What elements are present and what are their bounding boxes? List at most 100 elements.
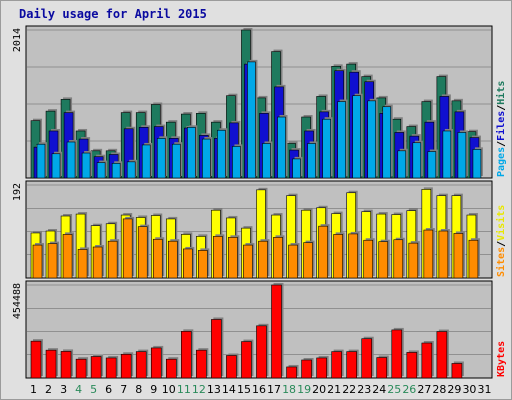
x-tick-label-day-21: 21 [327,383,341,396]
bar-pages-day-28 [442,130,452,179]
legend-item: / [496,141,507,147]
bar-pages-day-14 [232,146,241,179]
x-tick-label-day-25: 25 [387,383,401,396]
bar-kbytes-day-5 [90,356,102,379]
bar-sites-day-2 [47,243,58,279]
bar-pages-day-21 [337,101,346,179]
legend-item: Hits [495,81,507,105]
bar-kbytes-day-8 [135,351,147,379]
bar-kbytes-day-29 [451,363,463,379]
x-tick-label-day-14: 14 [222,383,236,396]
panel-pages-files-hits-ymax-label: 2014 [12,28,23,52]
bar-pages-day-10 [171,143,181,179]
x-tick-label-day-1: 1 [30,383,37,396]
legend-item: Files [495,111,507,141]
bar-sites-day-8 [137,226,148,279]
bar-sites-day-5 [92,246,103,279]
bar-kbytes-day-18 [286,366,297,379]
bar-sites-day-3 [62,234,73,279]
bar-pages-day-23 [367,100,377,179]
bar-sites-day-16 [258,240,268,279]
x-tick-label-day-23: 23 [357,383,371,396]
x-tick-label-day-29: 29 [447,383,461,396]
bar-pages-day-15 [247,61,256,179]
bar-sites-day-29 [453,233,464,279]
bar-sites-day-19 [303,242,313,279]
x-tick-label-day-19: 19 [297,383,311,396]
bar-sites-day-15 [243,244,253,279]
bar-kbytes-day-4 [75,358,87,379]
bar-kbytes-day-17 [271,284,282,379]
x-tick-label-day-22: 22 [342,383,356,396]
x-tick-label-day-31: 31 [477,383,491,396]
bar-kbytes-day-11 [181,331,192,379]
panel-visits-sites-legend: Sites/Visits [495,205,507,277]
bar-kbytes-day-22 [346,351,357,379]
x-tick-label-day-11: 11 [177,383,191,396]
legend-item: Visits [495,205,507,241]
chart-title: Daily usage for April 2015 [19,7,207,21]
x-tick-label-day-15: 15 [237,383,251,396]
x-tick-label-day-4: 4 [75,383,82,396]
bar-sites-day-30 [468,239,479,279]
x-tick-label-day-10: 10 [162,383,176,396]
x-tick-label-day-9: 9 [150,383,157,396]
legend-item: Sites [495,247,507,277]
bar-kbytes-day-27 [421,342,433,379]
bar-pages-day-5 [96,162,106,179]
bar-kbytes-day-12 [196,349,207,379]
x-tick-label-day-30: 30 [462,383,476,396]
bar-pages-day-18 [292,158,301,179]
bar-kbytes-day-3 [60,351,72,379]
bar-pages-day-27 [427,151,437,179]
x-tick-label-day-17: 17 [267,383,281,396]
bar-kbytes-day-20 [316,357,327,379]
bar-sites-day-20 [318,225,328,279]
panel-visits-sites-ymax-label: 192 [12,183,23,201]
bar-sites-day-27 [423,229,434,279]
bar-kbytes-day-2 [45,349,57,379]
bar-sites-day-17 [273,237,283,279]
x-tick-label-day-16: 16 [252,383,266,396]
bar-kbytes-day-13 [211,319,222,379]
bar-kbytes-day-14 [226,355,237,379]
bar-sites-day-6 [107,240,118,279]
x-tick-label-day-28: 28 [432,383,446,396]
bar-kbytes-day-15 [241,341,252,379]
bar-kbytes-day-7 [120,353,132,379]
x-tick-label-day-18: 18 [282,383,296,396]
bar-sites-day-23 [363,239,374,279]
x-tick-label-day-13: 13 [207,383,221,396]
bar-kbytes-day-24 [376,357,388,379]
bar-pages-day-2 [51,153,61,179]
bar-kbytes-day-21 [331,351,342,379]
bar-sites-day-28 [438,230,449,279]
bar-sites-day-13 [213,236,223,279]
bar-sites-day-4 [77,249,88,279]
x-tick-label-day-24: 24 [372,383,386,396]
bar-sites-day-10 [167,240,178,279]
panel-kbytes-legend: KBytes [496,341,507,377]
x-tick-label-day-27: 27 [417,383,431,396]
x-tick-label-day-5: 5 [90,383,97,396]
x-tick-label-day-12: 12 [192,383,206,396]
x-tick-label-day-20: 20 [312,383,326,396]
bar-sites-day-7 [122,218,133,279]
bar-pages-day-13 [217,129,226,179]
legend-item: KBytes [496,341,507,377]
bar-pages-day-1 [36,143,46,179]
bar-kbytes-day-10 [165,358,177,379]
panel-pages-files-hits-legend: Pages/Files/Hits [495,81,507,177]
bar-kbytes-day-6 [105,357,117,379]
bar-kbytes-day-9 [150,347,162,379]
bar-pages-day-24 [382,106,392,179]
panel-kbytes-ymax-label: 454488 [12,283,23,319]
bar-kbytes-day-1 [30,340,42,379]
bar-pages-day-12 [202,138,211,179]
bar-kbytes-day-26 [406,352,418,379]
bar-pages-day-16 [262,143,271,179]
bar-sites-day-1 [32,244,43,279]
bar-kbytes-day-28 [436,331,448,379]
bar-sites-day-26 [408,242,419,279]
